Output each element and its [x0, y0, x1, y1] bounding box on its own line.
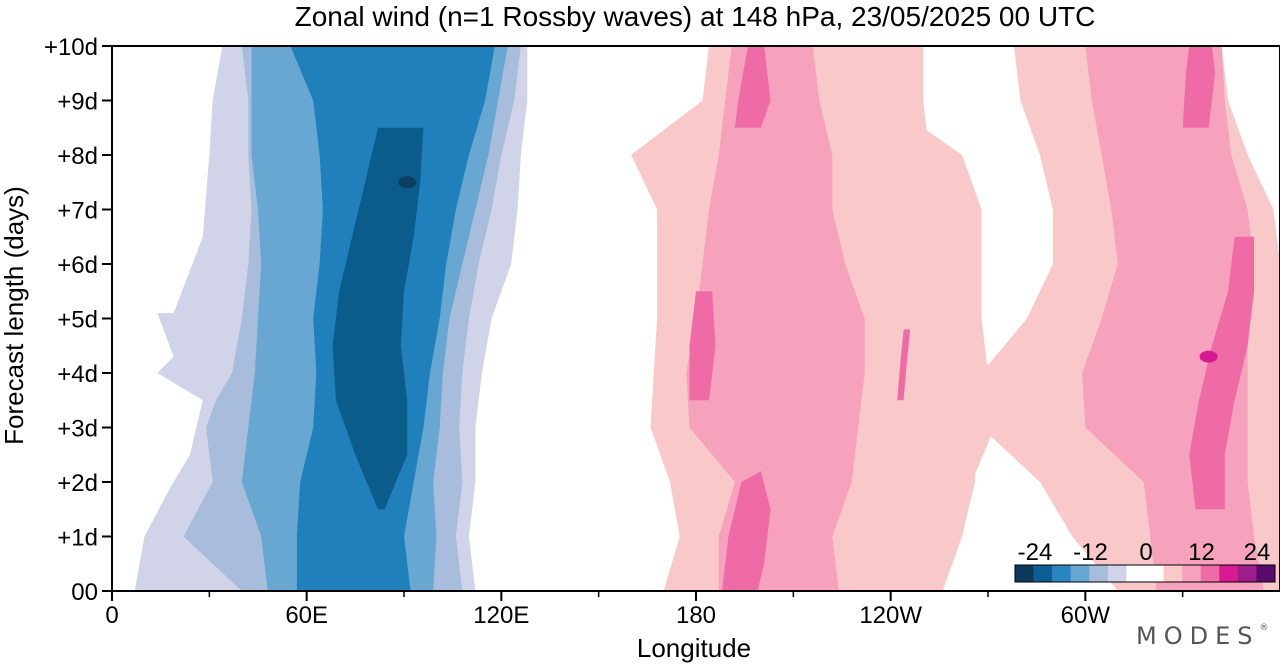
colorbar-label: -12: [1073, 539, 1108, 566]
modes-logo-text: MODES: [1136, 622, 1260, 650]
y-tick-label: +5d: [57, 307, 98, 334]
colorbar-swatch: [1256, 565, 1276, 582]
contour-field-3: [877, 46, 975, 591]
contour-level-0-4: [332, 127, 424, 510]
colorbar-label: -24: [1018, 539, 1053, 566]
colorbar-swatch: [1070, 565, 1090, 582]
y-tick-label: +3d: [57, 416, 98, 443]
colorbar-label: 24: [1244, 539, 1271, 566]
y-tick-label: +6d: [57, 252, 98, 279]
contour-patch-1-2-1: [689, 291, 716, 401]
y-tick-label: +4d: [57, 361, 98, 388]
contour-extreme-0-0: [398, 176, 417, 189]
colorbar-label: 0: [1139, 539, 1152, 566]
x-tick-label: 120E: [473, 602, 529, 629]
colorbar-swatch: [1015, 565, 1035, 582]
contour-patch-1-2-0: [722, 471, 771, 591]
x-axis-label: Longitude: [637, 633, 751, 663]
colorbar-swatch: [1033, 565, 1053, 582]
y-tick-label: +1d: [57, 525, 98, 552]
contour-extreme-2-0: [1199, 350, 1218, 363]
contour-level-3-0: [877, 46, 975, 591]
x-tick-label: 0: [105, 602, 118, 629]
y-tick-label: 00: [71, 579, 98, 606]
colorbar: -24 -12 0 12 24: [1014, 539, 1276, 583]
x-tick-label: 60W: [1061, 602, 1111, 629]
colorbar-swatch: [1089, 565, 1109, 582]
colorbar-swatch: [1200, 565, 1220, 582]
x-tick-label: 180: [676, 602, 716, 629]
y-tick-label: +8d: [57, 143, 98, 170]
contour-patch-2-2-0: [1189, 236, 1254, 510]
colorbar-swatch: [1145, 565, 1165, 582]
contour-field-2: [981, 46, 1280, 591]
modes-logo: MODES®: [1136, 622, 1268, 650]
colorbar-label: 12: [1188, 539, 1215, 566]
y-tick-label: +10d: [44, 34, 98, 61]
colorbar-swatch: [1052, 565, 1072, 582]
contour-field-1: [631, 46, 995, 591]
contour-field-0: [134, 46, 528, 591]
contour-patch-2-2-1: [1182, 46, 1216, 128]
registered-mark: ®: [1259, 623, 1269, 633]
colorbar-swatch: [1126, 565, 1146, 582]
colorbar-frame: [1014, 564, 1276, 583]
y-axis-label: Forecast length (days): [0, 186, 29, 445]
contour-level-1-1: [686, 46, 865, 591]
contour-fill: [134, 46, 1280, 591]
colorbar-swatch: [1107, 565, 1127, 582]
x-tick-label: 120W: [859, 602, 922, 629]
colorbar-swatch: [1237, 565, 1257, 582]
colorbar-swatch: [1163, 565, 1183, 582]
colorbar-swatch: [1219, 565, 1239, 582]
x-tick-label: 60E: [285, 602, 328, 629]
colorbar-swatch: [1182, 565, 1202, 582]
y-tick-label: +9d: [57, 89, 98, 116]
y-axis: 00 +1d +2d +3d +4d +5d +6d +7d +8d +9d +10d: [44, 34, 112, 606]
y-tick-label: +7d: [57, 198, 98, 225]
chart-title: Zonal wind (n=1 Rossby waves) at 148 hPa…: [295, 1, 1096, 32]
contour-patch-3-1-0: [897, 329, 911, 401]
x-axis: 0 60E 120E 180 120W 60W: [105, 591, 1184, 629]
y-tick-label: +2d: [57, 470, 98, 497]
contour-patch-1-2-2: [734, 46, 771, 128]
